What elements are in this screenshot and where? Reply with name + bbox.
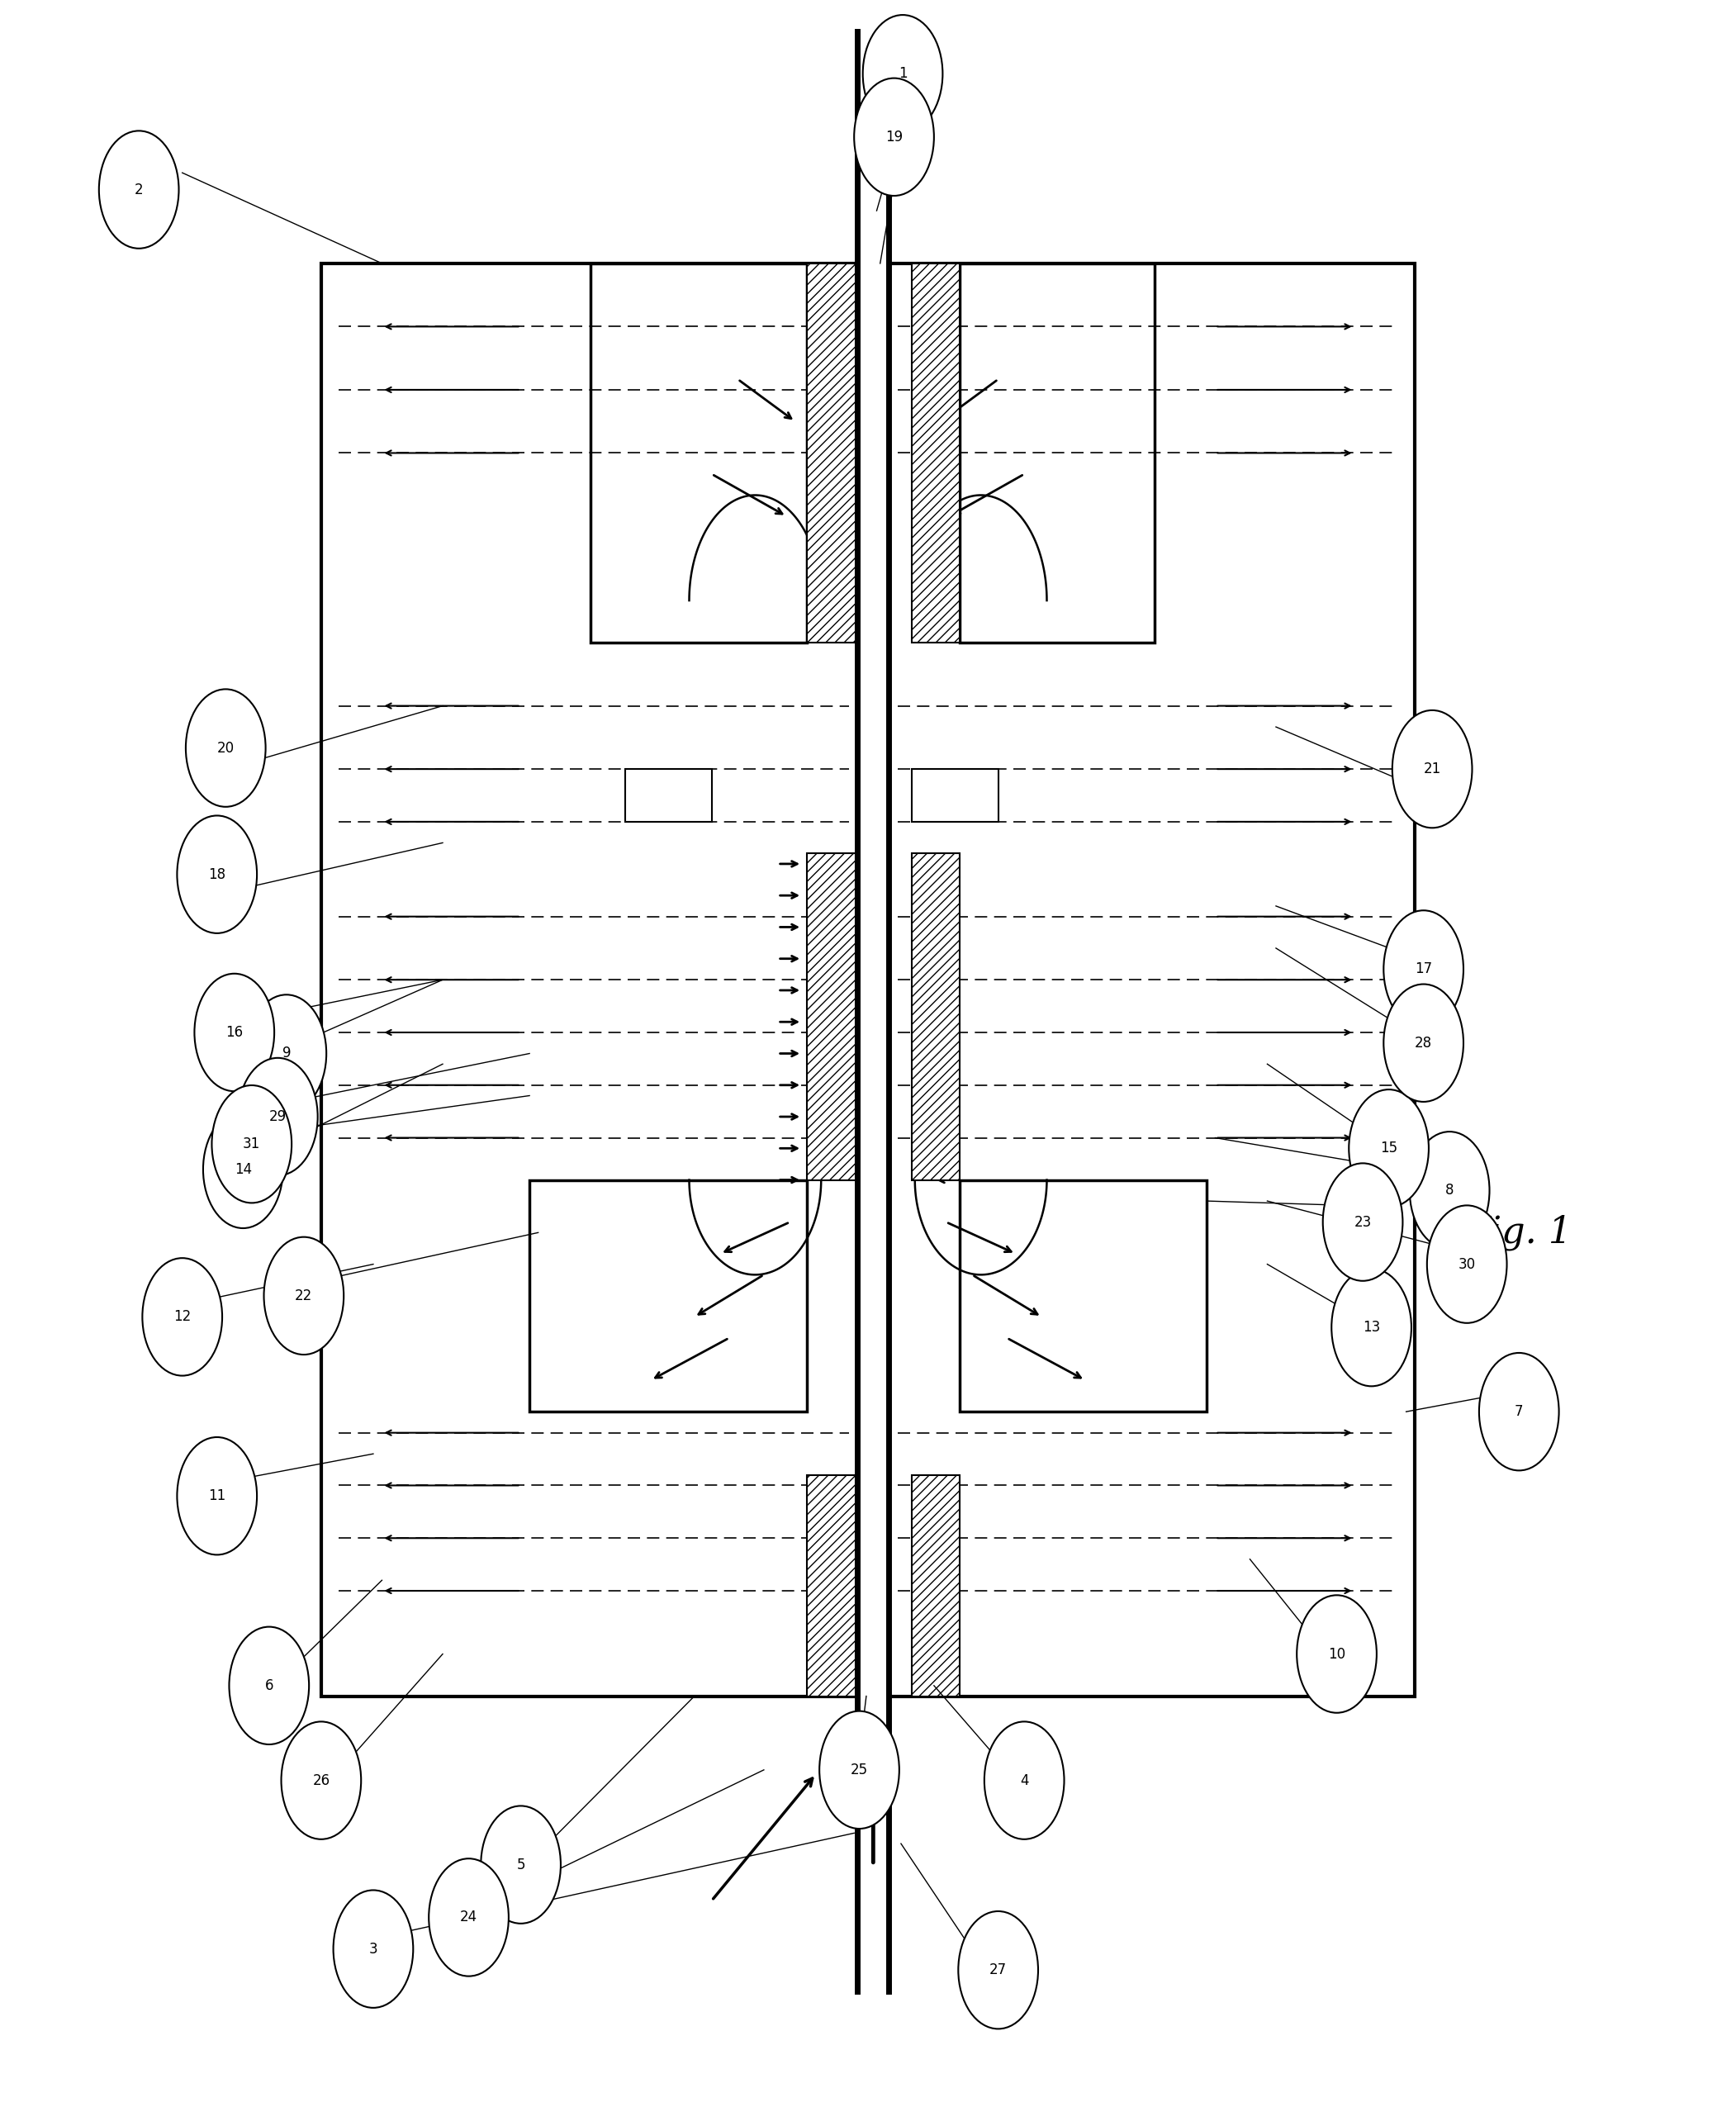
Bar — [807, 853, 856, 1180]
Ellipse shape — [1297, 1595, 1377, 1713]
Ellipse shape — [247, 995, 326, 1112]
Ellipse shape — [142, 1258, 222, 1376]
Ellipse shape — [238, 1058, 318, 1176]
Ellipse shape — [194, 973, 274, 1091]
Text: 26: 26 — [312, 1772, 330, 1789]
Text: 23: 23 — [1354, 1214, 1371, 1230]
Text: 17: 17 — [1415, 961, 1432, 978]
Ellipse shape — [1392, 710, 1472, 828]
Text: 28: 28 — [1415, 1035, 1432, 1051]
Bar — [911, 853, 960, 1180]
Text: 14: 14 — [234, 1161, 252, 1178]
Text: 25: 25 — [851, 1761, 868, 1778]
Text: 11: 11 — [208, 1488, 226, 1504]
Ellipse shape — [99, 131, 179, 249]
Ellipse shape — [229, 1627, 309, 1745]
Bar — [911, 1475, 960, 1696]
Text: 21: 21 — [1424, 761, 1441, 777]
Text: 29: 29 — [269, 1108, 286, 1125]
Ellipse shape — [863, 15, 943, 133]
Ellipse shape — [1323, 1163, 1403, 1281]
Text: 5: 5 — [517, 1856, 524, 1873]
Text: 31: 31 — [243, 1136, 260, 1153]
Text: 15: 15 — [1380, 1140, 1397, 1157]
Text: Fig. 1: Fig. 1 — [1465, 1214, 1573, 1252]
Ellipse shape — [281, 1721, 361, 1839]
Bar — [625, 769, 712, 822]
Ellipse shape — [1384, 984, 1463, 1102]
Ellipse shape — [819, 1711, 899, 1829]
Ellipse shape — [333, 1890, 413, 2008]
Ellipse shape — [1332, 1268, 1411, 1386]
Ellipse shape — [958, 1911, 1038, 2029]
Ellipse shape — [186, 689, 266, 807]
Ellipse shape — [1427, 1205, 1507, 1323]
Text: 27: 27 — [990, 1962, 1007, 1978]
Text: 6: 6 — [266, 1677, 273, 1694]
Text: 20: 20 — [217, 740, 234, 756]
Bar — [960, 1180, 1207, 1412]
Text: 2: 2 — [134, 181, 144, 198]
Bar — [590, 263, 807, 643]
Text: 8: 8 — [1446, 1182, 1453, 1199]
Bar — [807, 263, 856, 643]
Bar — [321, 263, 858, 1696]
Text: 12: 12 — [174, 1308, 191, 1325]
Ellipse shape — [203, 1110, 283, 1228]
Text: 24: 24 — [460, 1909, 477, 1926]
Ellipse shape — [1410, 1131, 1489, 1249]
Ellipse shape — [429, 1858, 509, 1976]
Text: 16: 16 — [226, 1024, 243, 1041]
Ellipse shape — [1384, 910, 1463, 1028]
Ellipse shape — [177, 1437, 257, 1555]
Ellipse shape — [1479, 1353, 1559, 1471]
Ellipse shape — [984, 1721, 1064, 1839]
Ellipse shape — [177, 815, 257, 933]
Bar — [529, 1180, 807, 1412]
Text: 1: 1 — [898, 65, 908, 82]
Text: 30: 30 — [1458, 1256, 1476, 1273]
Ellipse shape — [854, 78, 934, 196]
Text: 22: 22 — [295, 1287, 312, 1304]
Text: 18: 18 — [208, 866, 226, 883]
Text: 4: 4 — [1021, 1772, 1028, 1789]
Bar — [911, 263, 960, 643]
Bar — [889, 263, 1415, 1696]
Text: 13: 13 — [1363, 1319, 1380, 1336]
Text: 19: 19 — [885, 129, 903, 145]
Text: 7: 7 — [1516, 1403, 1522, 1420]
Ellipse shape — [212, 1085, 292, 1203]
Text: 3: 3 — [368, 1941, 378, 1957]
Ellipse shape — [481, 1806, 561, 1924]
Text: 9: 9 — [283, 1045, 290, 1062]
Bar — [960, 263, 1154, 643]
Bar — [911, 769, 998, 822]
Bar — [807, 1475, 856, 1696]
Ellipse shape — [1349, 1089, 1429, 1207]
Ellipse shape — [264, 1237, 344, 1355]
Text: 10: 10 — [1328, 1646, 1345, 1662]
